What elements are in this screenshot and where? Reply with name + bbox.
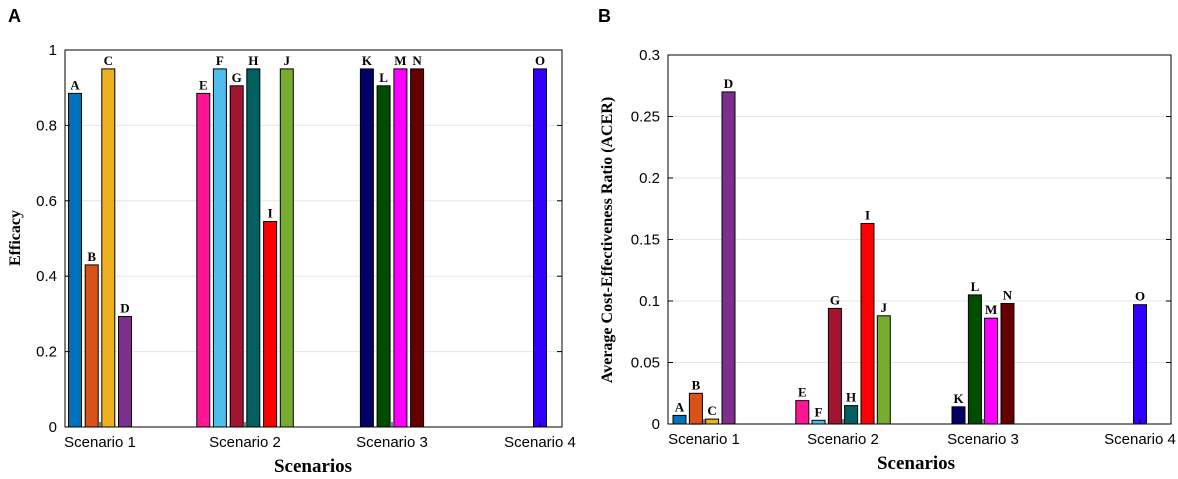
y-tick-label: 0.15 [631,232,660,249]
bar-m [393,68,408,428]
bar-label-a: A [675,399,685,414]
bar-h [246,68,261,428]
bar-label-o: O [1135,289,1145,304]
x-tick-label: Scenario 2 [209,434,281,451]
bar-label-b: B [692,377,701,392]
bar-label-n: N [1003,288,1013,303]
bar-label-m: M [394,53,406,68]
x-tick-label: Scenario 4 [1104,431,1176,448]
bar-e [196,92,211,428]
bar-e [795,400,810,425]
y-tick-label: 0.4 [36,268,57,285]
y-tick-label: 0 [652,416,660,433]
bar-label-j: J [881,300,888,315]
bar-label-a: A [70,77,80,92]
panel-a-axes-frame [64,49,563,428]
bar-n [410,68,425,428]
bar-i [263,221,278,428]
bar-a [672,414,687,425]
bar-b [84,264,99,428]
y-tick-label: 0 [49,419,57,436]
bar-label-h: H [846,390,856,405]
x-tick-label: Scenario 3 [356,434,428,451]
y-tick-label: 0.25 [631,109,660,126]
bar-label-b: B [87,249,96,264]
bar-h [844,405,859,425]
bar-i [860,223,875,425]
bar-k [359,68,374,428]
y-tick-label: 0.8 [36,117,57,134]
panel-a-letter: A [8,6,21,26]
bar-label-c: C [104,53,113,68]
x-tick-label: Scenario 1 [64,434,136,451]
y-tick-label: 0.05 [631,355,660,372]
y-tick-label: 0.2 [36,344,57,361]
bar-label-l: L [379,70,388,85]
bar-label-n: N [412,53,422,68]
y-tick-label: 0.1 [639,293,660,310]
x-tick-label: Scenario 3 [947,431,1019,448]
bar-d [118,316,132,428]
x-tick-label: Scenario 4 [504,434,576,451]
y-tick-label: 0.2 [639,170,660,187]
bar-label-h: H [248,53,258,68]
bar-l [376,85,391,428]
bar-label-l: L [971,279,980,294]
bar-m [984,317,999,425]
x-tick-label: Scenario 2 [807,431,879,448]
bar-label-g: G [830,292,840,307]
bar-d [721,91,736,425]
bar-g [229,85,244,428]
y-tick-label: 1 [49,42,57,59]
bar-j [279,68,294,428]
bar-label-k: K [953,391,964,406]
panel-a-x-axis-label: Scenarios [274,456,352,477]
bar-n [1000,303,1015,425]
x-tick-label: Scenario 1 [668,431,740,448]
bar-label-j: J [284,53,291,68]
bar-label-o: O [535,53,545,68]
bar-label-e: E [798,385,807,400]
bar-c [101,68,116,428]
y-tick-label: 0.6 [36,193,57,210]
y-tick-label: 0.3 [639,47,660,64]
panel-a-y-axis-label: Efficacy [7,210,24,266]
bar-c [705,418,720,425]
bar-b [688,392,703,425]
bar-j [876,315,891,425]
bar-label-d: D [724,76,733,91]
bar-label-k: K [362,53,373,68]
bar-o [1133,304,1147,425]
bar-label-c: C [707,403,716,418]
bar-g [827,307,842,425]
bar-label-i: I [865,208,870,223]
panel-b-x-axis-label: Scenarios [877,453,955,474]
bar-a [68,92,82,428]
bar-k [951,406,966,425]
bar-label-e: E [199,77,208,92]
bar-label-m: M [985,302,997,317]
bar-label-i: I [268,206,273,221]
bar-label-f: F [216,53,224,68]
bar-o [533,68,547,428]
bar-f [212,68,227,428]
bar-label-f: F [815,404,823,419]
bar-label-g: G [232,70,242,85]
bar-f [811,419,826,425]
panel-b-y-axis-label: Average Cost-Effectiveness Ratio (ACER) [599,97,616,383]
bar-l [967,294,982,425]
bar-label-d: D [120,301,129,316]
panel-b-letter: B [598,6,611,26]
